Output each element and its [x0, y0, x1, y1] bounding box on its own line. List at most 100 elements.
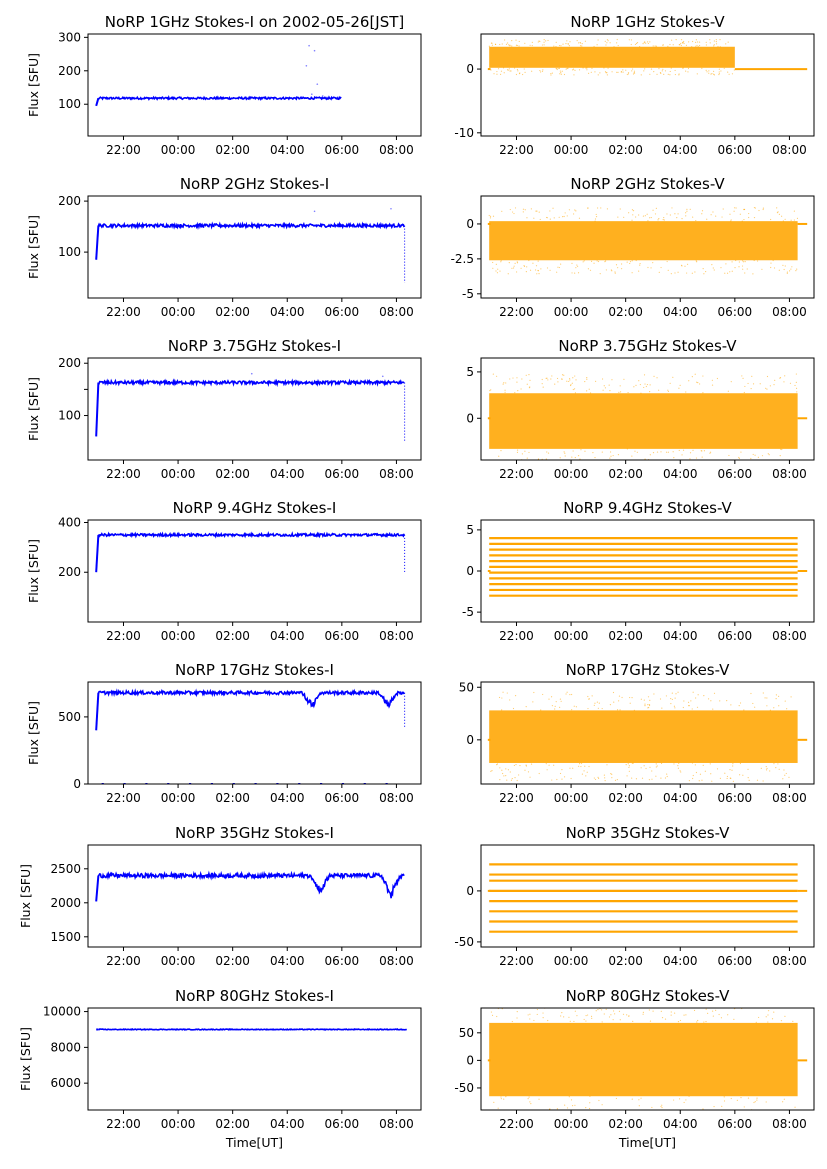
scatter-point — [741, 220, 743, 222]
scatter-point — [568, 380, 570, 383]
scatter-point — [500, 260, 502, 262]
panel-title: NoRP 35GHz Stokes-I — [175, 824, 334, 842]
scatter-point — [495, 263, 497, 266]
scatter-point — [509, 208, 511, 211]
scatter-point — [604, 777, 606, 779]
scatter-point — [675, 693, 677, 695]
scatter-point — [688, 1113, 689, 1114]
x-tick-label: 04:00 — [270, 467, 305, 481]
scatter-point — [706, 1118, 707, 1119]
scatter-point — [555, 45, 557, 48]
scatter-point — [588, 698, 590, 700]
scatter-point — [501, 697, 503, 699]
scatter-point — [533, 217, 535, 219]
scatter-point — [738, 457, 740, 460]
data-layer — [487, 999, 808, 1119]
outlier-point — [311, 93, 313, 95]
scatter-point — [529, 269, 532, 271]
y-tick-label: 0 — [466, 62, 474, 76]
scatter-point — [721, 1105, 723, 1107]
scatter-point — [621, 696, 623, 699]
scatter-point — [550, 696, 553, 698]
scatter-point — [501, 43, 503, 45]
scatter-point — [577, 454, 580, 457]
scatter-point — [784, 700, 786, 702]
scatter-point — [782, 778, 784, 780]
scatter-point — [551, 375, 553, 377]
scatter-point — [696, 73, 698, 75]
axes-frame — [480, 195, 815, 299]
panel-3: NoRP 2GHz Stokes-V 22:00 00:00 02:00 04:00 06… — [451, 175, 815, 319]
scatter-point — [584, 464, 585, 465]
y-tick-label: 400 — [58, 515, 81, 529]
scatter-point — [773, 384, 775, 386]
scatter-point — [705, 1008, 707, 1010]
scatter-point — [705, 41, 707, 43]
scatter-point — [488, 214, 490, 217]
scatter-point — [713, 1005, 714, 1006]
scatter-point — [589, 1102, 591, 1104]
scatter-point — [502, 383, 504, 385]
scatter-point — [655, 45, 658, 47]
scatter-point — [489, 390, 491, 392]
scatter-point — [677, 213, 679, 215]
scatter-point — [794, 1112, 795, 1113]
scatter-point — [543, 44, 545, 46]
y-axis-label: Flux [SFU] — [26, 215, 41, 279]
scatter-point — [518, 72, 521, 75]
scatter-point — [651, 460, 652, 461]
scatter-point — [645, 385, 647, 388]
axes-frame — [480, 33, 815, 137]
scatter-point — [639, 262, 641, 265]
scatter-point — [594, 456, 596, 459]
scatter-point — [555, 67, 557, 69]
scatter-point — [610, 455, 612, 457]
scatter-point — [556, 271, 558, 273]
scatter-point — [730, 1097, 732, 1100]
scatter-point — [639, 264, 641, 266]
scatter-point — [743, 261, 745, 263]
scatter-point — [502, 67, 505, 69]
scatter-point — [727, 41, 729, 43]
scatter-point — [549, 210, 551, 212]
scatter-point — [497, 999, 498, 1000]
series-stokes-i — [98, 531, 405, 539]
scatter-point — [602, 389, 604, 391]
scatter-point — [604, 779, 606, 782]
scatter-point — [524, 71, 526, 73]
scatter-point — [772, 259, 774, 262]
scatter-point — [538, 772, 540, 775]
scatter-point — [728, 73, 730, 75]
scatter-point — [576, 39, 578, 42]
scatter-point — [715, 467, 716, 468]
scatter-point — [657, 1116, 658, 1117]
scatter-point — [647, 1111, 648, 1112]
scatter-point — [631, 777, 633, 779]
scatter-point — [726, 777, 728, 780]
scatter-point — [614, 1013, 616, 1015]
scatter-point — [795, 381, 797, 383]
scatter-point — [567, 67, 569, 69]
scatter-point — [683, 1014, 685, 1016]
scatter-point — [597, 776, 599, 778]
panel-11: NoRP 35GHz Stokes-V 22:00 00:00 02:00 04:00 0… — [454, 824, 815, 968]
scatter-point — [688, 705, 690, 707]
scatter-point — [501, 769, 503, 771]
scatter-point — [686, 210, 688, 212]
scatter-point — [682, 67, 684, 69]
scatter-point — [516, 1010, 518, 1013]
scatter-point — [778, 1112, 779, 1113]
scatter-point — [638, 1105, 640, 1107]
panel-title: NoRP 17GHz Stokes-I — [175, 661, 334, 679]
scatter-point — [496, 272, 499, 274]
scatter-point — [574, 272, 576, 274]
scatter-point — [753, 1004, 754, 1005]
scatter-point — [603, 1013, 605, 1015]
scatter-point — [784, 1015, 786, 1017]
x-tick-label: 08:00 — [379, 143, 414, 157]
scatter-point — [558, 266, 561, 269]
scatter-point — [571, 456, 573, 458]
scatter-point — [729, 271, 731, 273]
scatter-point — [593, 45, 595, 48]
x-tick-label: 04:00 — [270, 1117, 305, 1131]
